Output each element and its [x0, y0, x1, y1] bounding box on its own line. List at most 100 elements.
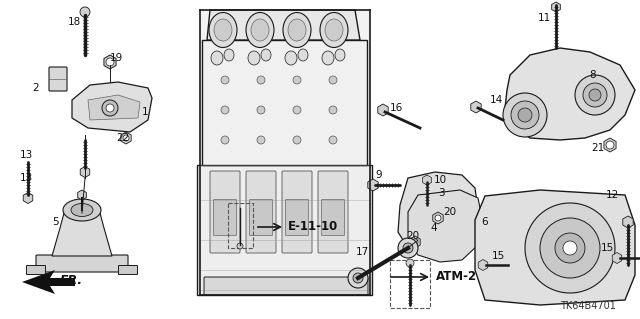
- Circle shape: [583, 83, 607, 107]
- Circle shape: [329, 106, 337, 114]
- Circle shape: [430, 202, 450, 222]
- Circle shape: [348, 268, 368, 288]
- Circle shape: [518, 108, 532, 122]
- Text: 22: 22: [116, 133, 129, 143]
- Text: 1: 1: [142, 107, 148, 117]
- Bar: [228, 203, 253, 248]
- Circle shape: [293, 76, 301, 84]
- Text: 18: 18: [68, 17, 81, 27]
- Circle shape: [589, 89, 601, 101]
- Text: 16: 16: [390, 103, 403, 113]
- FancyBboxPatch shape: [285, 199, 308, 235]
- Circle shape: [257, 106, 265, 114]
- Text: 13: 13: [20, 173, 33, 183]
- FancyBboxPatch shape: [246, 171, 276, 253]
- Circle shape: [329, 76, 337, 84]
- Text: 3: 3: [438, 188, 445, 198]
- Ellipse shape: [224, 49, 234, 61]
- Circle shape: [540, 218, 600, 278]
- Circle shape: [518, 196, 622, 300]
- Text: 21: 21: [591, 143, 604, 153]
- Circle shape: [403, 243, 413, 253]
- Circle shape: [398, 238, 418, 258]
- FancyBboxPatch shape: [214, 199, 237, 235]
- Polygon shape: [52, 213, 112, 256]
- Circle shape: [221, 106, 229, 114]
- Ellipse shape: [298, 49, 308, 61]
- Text: 2: 2: [32, 83, 38, 93]
- Circle shape: [257, 76, 265, 84]
- Text: 4: 4: [430, 223, 436, 233]
- Polygon shape: [408, 190, 482, 262]
- Circle shape: [606, 141, 614, 149]
- Circle shape: [293, 106, 301, 114]
- Polygon shape: [475, 190, 635, 305]
- Ellipse shape: [214, 19, 232, 41]
- Text: 8: 8: [589, 70, 596, 80]
- Circle shape: [575, 75, 615, 115]
- Circle shape: [511, 101, 539, 129]
- Polygon shape: [202, 40, 367, 165]
- Text: 6: 6: [481, 217, 488, 227]
- FancyBboxPatch shape: [321, 199, 344, 235]
- FancyBboxPatch shape: [36, 255, 128, 272]
- Circle shape: [329, 136, 337, 144]
- Circle shape: [257, 136, 265, 144]
- Text: 12: 12: [606, 190, 620, 200]
- Text: 11: 11: [538, 13, 551, 23]
- Ellipse shape: [335, 49, 345, 61]
- Circle shape: [435, 215, 441, 221]
- Polygon shape: [505, 48, 635, 140]
- FancyBboxPatch shape: [26, 265, 45, 275]
- Circle shape: [503, 93, 547, 137]
- Text: 15: 15: [601, 243, 614, 253]
- Text: 14: 14: [490, 95, 503, 105]
- Text: E-11-10: E-11-10: [288, 220, 339, 234]
- Text: 13: 13: [20, 150, 33, 160]
- FancyBboxPatch shape: [118, 265, 138, 275]
- Text: 20: 20: [443, 207, 456, 217]
- Ellipse shape: [320, 12, 348, 48]
- Circle shape: [123, 135, 129, 141]
- Ellipse shape: [283, 12, 311, 48]
- Circle shape: [102, 100, 118, 116]
- Polygon shape: [22, 270, 75, 294]
- Ellipse shape: [71, 204, 93, 217]
- Text: 20: 20: [406, 231, 419, 241]
- Circle shape: [221, 136, 229, 144]
- Ellipse shape: [285, 51, 297, 65]
- Circle shape: [237, 243, 243, 249]
- Text: ATM-2: ATM-2: [436, 271, 477, 284]
- Bar: [390, 260, 430, 308]
- Circle shape: [412, 239, 418, 245]
- Polygon shape: [398, 172, 478, 255]
- FancyBboxPatch shape: [250, 199, 273, 235]
- Ellipse shape: [209, 12, 237, 48]
- Circle shape: [436, 208, 444, 216]
- FancyBboxPatch shape: [282, 171, 312, 253]
- Circle shape: [293, 136, 301, 144]
- Circle shape: [563, 241, 577, 255]
- Ellipse shape: [63, 199, 101, 221]
- Polygon shape: [88, 95, 140, 120]
- Text: 15: 15: [492, 251, 505, 261]
- Text: 17: 17: [356, 247, 369, 257]
- FancyBboxPatch shape: [318, 171, 348, 253]
- Ellipse shape: [248, 51, 260, 65]
- Ellipse shape: [251, 19, 269, 41]
- Circle shape: [525, 203, 615, 293]
- Text: 10: 10: [434, 175, 447, 185]
- Circle shape: [422, 194, 458, 230]
- Polygon shape: [200, 10, 370, 295]
- FancyBboxPatch shape: [204, 277, 368, 295]
- Circle shape: [353, 273, 363, 283]
- Circle shape: [221, 76, 229, 84]
- Ellipse shape: [322, 51, 334, 65]
- Ellipse shape: [325, 19, 343, 41]
- Text: 9: 9: [375, 170, 381, 180]
- Text: 19: 19: [110, 53, 124, 63]
- FancyBboxPatch shape: [49, 67, 67, 91]
- Polygon shape: [197, 165, 372, 295]
- Text: FR.: FR.: [60, 275, 83, 287]
- Text: TK64B4701: TK64B4701: [560, 301, 616, 311]
